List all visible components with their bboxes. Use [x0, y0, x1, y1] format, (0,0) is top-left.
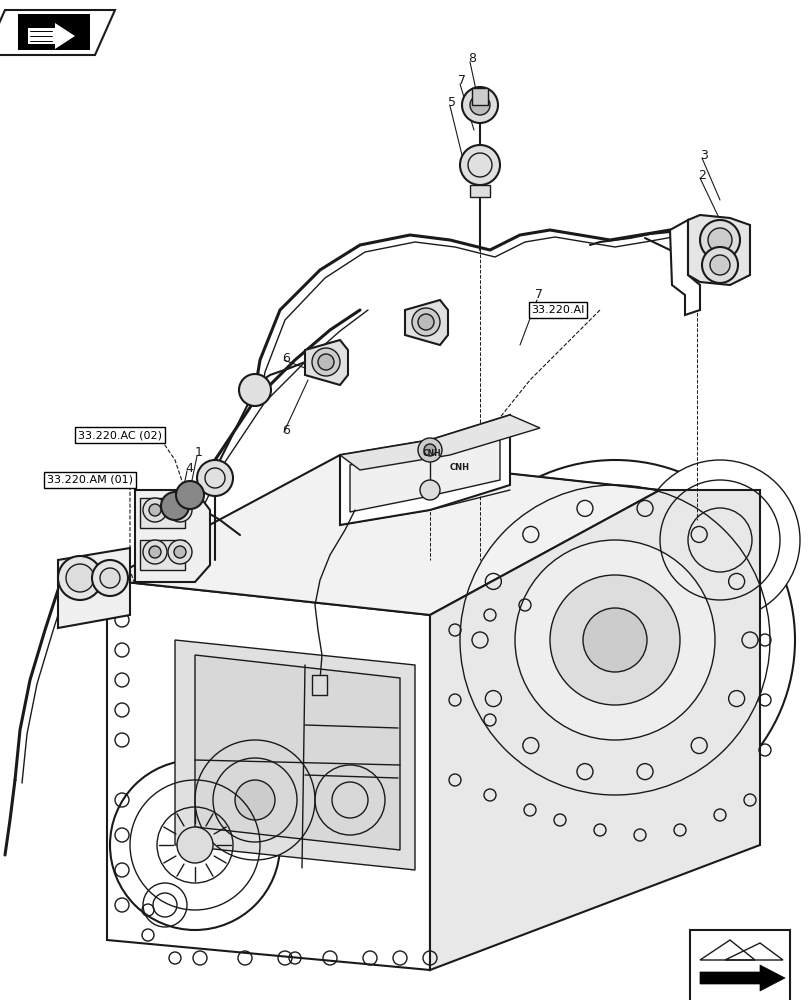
- Polygon shape: [405, 300, 448, 345]
- Text: 1: 1: [195, 446, 203, 460]
- Circle shape: [549, 575, 679, 705]
- Circle shape: [174, 504, 186, 516]
- Polygon shape: [20, 18, 90, 48]
- Circle shape: [197, 460, 233, 496]
- Bar: [18, 14, 90, 50]
- Circle shape: [461, 87, 497, 123]
- Circle shape: [100, 568, 120, 588]
- Text: CNH: CNH: [423, 448, 440, 458]
- Bar: [689, 930, 789, 1000]
- Text: 6: 6: [281, 352, 290, 364]
- Polygon shape: [107, 580, 430, 970]
- Polygon shape: [699, 965, 784, 991]
- Circle shape: [582, 608, 646, 672]
- Polygon shape: [430, 490, 759, 970]
- Polygon shape: [135, 490, 210, 582]
- Polygon shape: [107, 455, 659, 615]
- Polygon shape: [58, 548, 130, 628]
- Circle shape: [460, 145, 500, 185]
- Bar: [139, 498, 185, 528]
- Text: CNH: CNH: [449, 464, 470, 473]
- Polygon shape: [350, 428, 500, 512]
- Circle shape: [411, 308, 440, 336]
- Circle shape: [177, 827, 212, 863]
- Text: 2: 2: [697, 169, 705, 182]
- Circle shape: [318, 354, 333, 370]
- Polygon shape: [687, 215, 749, 285]
- Text: 8: 8: [467, 52, 475, 65]
- Circle shape: [148, 504, 161, 516]
- Polygon shape: [175, 640, 414, 870]
- Circle shape: [143, 498, 167, 522]
- Bar: [311, 675, 327, 695]
- Text: 3: 3: [699, 149, 707, 162]
- Circle shape: [109, 760, 280, 930]
- Circle shape: [58, 556, 102, 600]
- Circle shape: [423, 444, 436, 456]
- Circle shape: [311, 348, 340, 376]
- Circle shape: [639, 460, 799, 620]
- Circle shape: [234, 780, 275, 820]
- Text: 7: 7: [534, 288, 543, 302]
- Polygon shape: [0, 10, 115, 55]
- Polygon shape: [669, 220, 699, 315]
- Polygon shape: [195, 655, 400, 850]
- Circle shape: [168, 540, 191, 564]
- Circle shape: [238, 374, 271, 406]
- Circle shape: [148, 546, 161, 558]
- Text: 33.220.AM (01): 33.220.AM (01): [47, 475, 133, 485]
- Polygon shape: [305, 340, 348, 385]
- Circle shape: [161, 492, 189, 520]
- Polygon shape: [28, 23, 75, 49]
- Circle shape: [702, 247, 737, 283]
- Circle shape: [66, 564, 94, 592]
- Text: 33.220.AC (02): 33.220.AC (02): [78, 430, 162, 440]
- Circle shape: [709, 255, 729, 275]
- Circle shape: [92, 560, 128, 596]
- Text: 33.220.AI: 33.220.AI: [530, 305, 584, 315]
- Circle shape: [699, 220, 739, 260]
- Text: 7: 7: [457, 74, 466, 87]
- Bar: [139, 540, 185, 570]
- Polygon shape: [340, 415, 539, 470]
- Circle shape: [143, 540, 167, 564]
- Bar: [470, 185, 489, 197]
- Circle shape: [176, 481, 204, 509]
- Text: 4: 4: [185, 462, 193, 475]
- Circle shape: [514, 540, 714, 740]
- Circle shape: [435, 460, 794, 820]
- Bar: [471, 88, 487, 105]
- Circle shape: [168, 498, 191, 522]
- Circle shape: [470, 95, 489, 115]
- Text: 5: 5: [448, 96, 456, 109]
- Circle shape: [419, 480, 440, 500]
- Circle shape: [418, 314, 433, 330]
- Circle shape: [418, 438, 441, 462]
- Circle shape: [174, 546, 186, 558]
- Polygon shape: [340, 415, 509, 525]
- Circle shape: [707, 228, 731, 252]
- Text: 6: 6: [281, 424, 290, 436]
